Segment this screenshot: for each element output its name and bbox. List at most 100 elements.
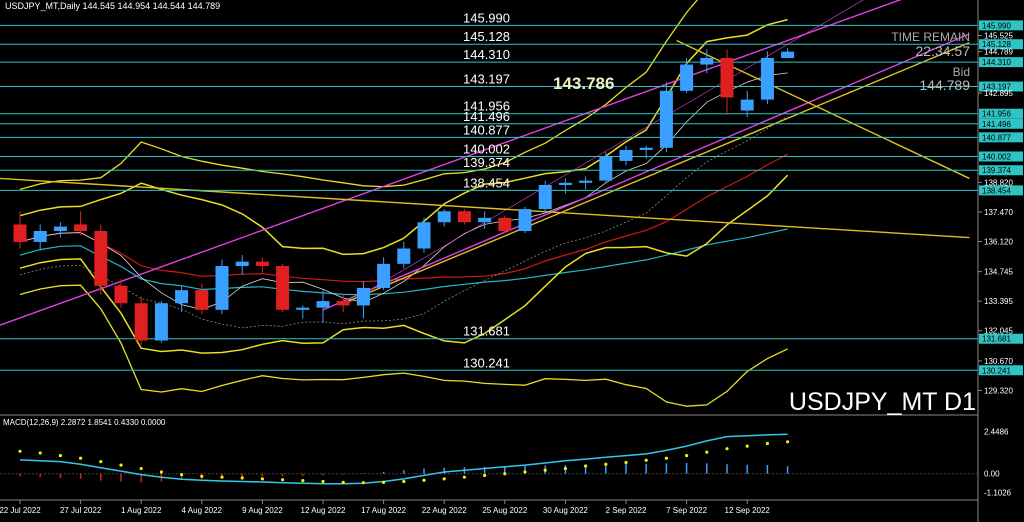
- macd-signal-dot: [341, 480, 345, 484]
- bollinger-upper-1: [19, 18, 788, 256]
- candle-body: [94, 230, 108, 286]
- candle-body: [478, 217, 492, 223]
- time-tick-label: 12 Aug 2022: [301, 506, 346, 515]
- time-remain-label: TIME REMAIN: [891, 30, 970, 44]
- macd-signal-dot: [200, 474, 204, 478]
- macd-signal-dot: [220, 475, 224, 479]
- level-price-tag-text: 144.310: [982, 58, 1011, 67]
- macd-signal-dot: [361, 481, 365, 485]
- candle-body: [720, 57, 734, 98]
- candle-body: [53, 226, 67, 231]
- macd-signal-dot: [79, 456, 83, 460]
- time-tick-label: 4 Aug 2022: [182, 506, 223, 515]
- macd-tick-label: -1.1026: [984, 489, 1012, 498]
- candle-body: [13, 224, 27, 242]
- candle-body: [538, 185, 552, 210]
- candle-body: [356, 287, 370, 306]
- macd-signal-dot: [523, 470, 527, 474]
- candle-body: [296, 307, 310, 310]
- level-price-tag: [979, 185, 1023, 196]
- price-tick-label: 138.820: [984, 178, 1013, 187]
- time-tick-label: 22 Jul 2022: [0, 506, 41, 515]
- time-tick-label: 22 Aug 2022: [422, 506, 467, 515]
- price-tick-label: 136.120: [984, 238, 1013, 247]
- macd-signal-dot: [705, 450, 709, 454]
- candle-body: [336, 301, 350, 306]
- macd-signal-dot: [422, 478, 426, 482]
- macd-tick-label: 0.00: [984, 470, 1000, 479]
- candle-body: [740, 99, 754, 111]
- candle-body: [700, 57, 714, 65]
- time-tick-label: 25 Aug 2022: [482, 506, 527, 515]
- time-remain-value: 22:34:57: [916, 43, 971, 59]
- indicator-layer: [0, 0, 970, 407]
- price-callout: 143.786: [553, 74, 614, 93]
- ma-5-line: [19, 72, 788, 310]
- macd-signal-dot: [159, 470, 163, 474]
- macd-signal-dot: [99, 460, 103, 464]
- candle-body: [377, 263, 391, 288]
- candle-body: [114, 285, 128, 304]
- macd-signal-dot: [624, 460, 628, 465]
- level-price-tag-text: 143.197: [982, 83, 1011, 92]
- level-price-tag: [979, 118, 1023, 129]
- macd-pane: [0, 433, 978, 485]
- price-tick-label: 130.670: [984, 357, 1013, 366]
- level-price-tag: [979, 39, 1023, 50]
- macd-signal-dot: [18, 449, 22, 453]
- bid-value: 144.789: [919, 77, 970, 93]
- candle-body: [235, 261, 249, 267]
- level-label: 145.128: [463, 29, 510, 44]
- channel-mid-line: [343, 0, 864, 306]
- candle-body: [397, 248, 411, 264]
- macd-signal-dot: [462, 475, 466, 479]
- symbol-watermark: USDJPY_MT D1: [789, 388, 976, 416]
- candle-body: [276, 266, 290, 310]
- candle-body: [760, 57, 774, 100]
- price-tick-label: 137.470: [984, 208, 1013, 217]
- candle-body: [518, 209, 532, 231]
- candle-body: [215, 266, 229, 310]
- price-tick-label: 144.789: [984, 48, 1013, 57]
- channel-upper-line: [0, 0, 902, 326]
- macd-signal-dot: [442, 477, 446, 481]
- price-tick-label: 142.895: [984, 89, 1013, 98]
- level-price-tag-text: 145.990: [982, 21, 1011, 30]
- level-price-tag-text: 130.241: [982, 366, 1011, 375]
- macd-label: MACD(12,26,9) 2.2872 1.8541 0.4330 0.000…: [3, 418, 166, 427]
- macd-signal-dot: [301, 479, 305, 483]
- candle-body: [680, 64, 694, 91]
- candle-body: [255, 261, 269, 267]
- time-tick-label: 2 Sep 2022: [606, 506, 647, 515]
- axes-layer: 145.525 144.789 142.895 138.820 137.470 136.1…: [0, 32, 1013, 515]
- macd-signal-dot: [240, 476, 244, 480]
- level-label: 145.990: [463, 10, 510, 25]
- candle-body: [74, 224, 88, 231]
- price-tick-label: 133.395: [984, 297, 1013, 306]
- bollinger-lower-2: [19, 284, 788, 407]
- level-label: 141.496: [463, 109, 510, 124]
- level-label: 140.002: [463, 141, 510, 156]
- candle-body: [781, 51, 795, 58]
- macd-signal-dot: [180, 472, 184, 477]
- time-tick-label: 12 Sep 2022: [725, 506, 771, 515]
- candle-body: [33, 230, 47, 242]
- horizontal-levels: 145.990 145.990 145.128 145.128 144.310 144.3…: [0, 10, 1023, 376]
- candle-body: [457, 211, 471, 223]
- level-price-tag: [979, 57, 1023, 68]
- level-label: 143.197: [463, 72, 510, 87]
- time-tick-label: 1 Aug 2022: [121, 506, 162, 515]
- symbol-info: USDJPY_MT,Daily 144.545 144.954 144.544 …: [5, 1, 220, 11]
- candle-body: [619, 149, 633, 161]
- macd-signal-dot: [321, 479, 325, 484]
- channel-lower-line: [322, 33, 970, 311]
- envelope-line: [19, 115, 788, 329]
- macd-signal-dot: [584, 464, 588, 468]
- candle-body: [316, 301, 330, 308]
- level-label: 139.374: [463, 155, 510, 170]
- candle-body: [599, 156, 613, 181]
- level-price-tag: [979, 20, 1023, 31]
- ma-long-line: [19, 228, 788, 296]
